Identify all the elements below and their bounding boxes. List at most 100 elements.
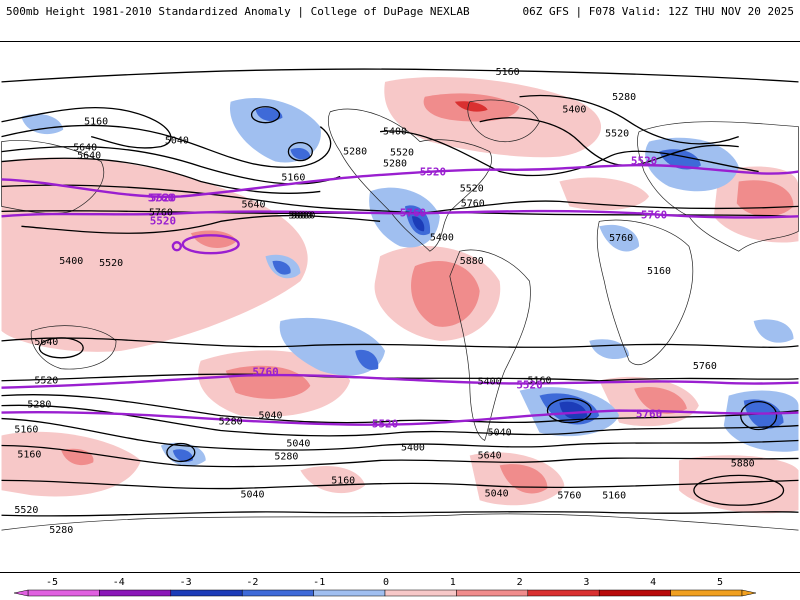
australia-outline xyxy=(30,325,117,370)
south-america-outline xyxy=(449,249,531,441)
contour-5160-north xyxy=(1,68,799,83)
contour-label: 5520 xyxy=(14,505,38,516)
asia-west-outline xyxy=(1,139,105,214)
colorbar-segment xyxy=(313,589,386,597)
contour-label: 5280 xyxy=(383,159,407,170)
purple-contour-label: 5520 xyxy=(372,418,398,431)
purple-contour-label: 5520 xyxy=(420,165,446,178)
negative-anomaly xyxy=(559,401,588,420)
colorbar-tick-label: -1 xyxy=(313,577,325,588)
contour-label: 5280 xyxy=(219,417,243,428)
colorbar-segment xyxy=(99,589,172,597)
colorbar-segment xyxy=(527,589,600,597)
contour-5280-ne xyxy=(479,117,739,167)
colorbar-segment xyxy=(456,589,529,597)
colorbar-tick-label: 3 xyxy=(583,577,589,588)
negative-anomaly xyxy=(355,349,379,370)
contour-label: 5280 xyxy=(612,92,636,103)
contour-5400-nw xyxy=(1,157,321,195)
contour-label: 5640 xyxy=(34,337,58,348)
colorbar-tick-label: 1 xyxy=(450,577,456,588)
greenland-outline xyxy=(467,99,540,142)
contour-label: 5880 xyxy=(460,256,484,267)
purple-5520-south xyxy=(1,409,799,426)
contour-label: 5760 xyxy=(693,361,717,372)
negative-anomaly xyxy=(599,224,640,252)
colorbar: -5 -4 -3 -2 -1 0 1 2 3 4 5 xyxy=(13,577,757,597)
negative-anomaly xyxy=(411,216,425,232)
contour-label: 5640 xyxy=(478,450,502,461)
contour-5280-south xyxy=(1,444,799,468)
closed-low-contour xyxy=(740,400,778,431)
closed-low-contour xyxy=(546,398,592,424)
contour-5400-south xyxy=(1,417,799,451)
positive-anomaly xyxy=(559,177,650,211)
negative-anomaly xyxy=(279,317,386,376)
purple-contour-label: 5760 xyxy=(400,206,426,219)
contour-label: 5160 xyxy=(281,172,305,183)
colorbar-tick-label: 5 xyxy=(717,577,723,588)
contour-label: 5760 xyxy=(461,198,485,209)
contour-label: 5400 xyxy=(383,127,407,138)
colorbar-tick-label: -2 xyxy=(246,577,258,588)
contour-label: 5400 xyxy=(59,256,83,267)
contour-label: 5400 xyxy=(401,442,425,453)
positive-anomaly xyxy=(634,386,687,414)
contour-label: 5040 xyxy=(241,489,265,500)
model-run-info: 06Z GFS | F078 Valid: 12Z THU NOV 20 202… xyxy=(522,5,794,18)
contour-label: 5160 xyxy=(647,266,671,277)
positive-anomaly xyxy=(499,464,548,494)
negative-anomaly xyxy=(255,107,283,121)
negative-anomaly xyxy=(753,319,794,343)
positive-anomaly xyxy=(678,455,799,514)
purple-contour-label: 5760 xyxy=(252,366,278,379)
contour-label: 5640 xyxy=(242,199,266,210)
positive-anomaly xyxy=(454,101,488,112)
purple-5760-south xyxy=(1,373,799,389)
contour-5040-south xyxy=(1,511,799,517)
contour-5760-south xyxy=(1,373,799,382)
contour-5880-south xyxy=(1,337,799,348)
purple-5520-north xyxy=(1,163,799,198)
colorbar-tick-label: 4 xyxy=(650,577,656,588)
contour-label: 5880 xyxy=(291,210,315,221)
purple-contour-label: 5760 xyxy=(148,191,174,204)
contour-5160-nw xyxy=(1,124,332,168)
contour-label: 5640 xyxy=(73,143,97,154)
contour-label: 5880 xyxy=(288,210,312,221)
contour-label: 5160 xyxy=(527,376,551,387)
purple-closed-small xyxy=(171,241,183,252)
positive-anomaly xyxy=(300,466,366,494)
colorbar-bar xyxy=(13,589,757,597)
north-america-outline xyxy=(327,108,492,252)
colorbar-tick-label: -3 xyxy=(180,577,192,588)
negative-anomaly xyxy=(272,260,291,275)
contour-label: 5520 xyxy=(460,183,484,194)
contour-label: 5280 xyxy=(274,451,298,462)
purple-contour-label: 5520 xyxy=(516,379,542,392)
negative-anomaly xyxy=(229,97,321,163)
coastlines xyxy=(1,99,799,531)
europe-asia-outline xyxy=(637,121,799,252)
colorbar-segment xyxy=(170,589,243,597)
contour-label: 5160 xyxy=(17,449,41,460)
contour-label: 5160 xyxy=(331,475,355,486)
positive-anomaly xyxy=(1,157,308,352)
contour-label: 5280 xyxy=(27,400,51,411)
contour-label: 5280 xyxy=(49,525,73,536)
contour-label: 5040 xyxy=(485,488,509,499)
contour-label: 5760 xyxy=(149,207,173,218)
map-title: 500mb Height 1981-2010 Standardized Anom… xyxy=(6,5,470,18)
contour-5640-south xyxy=(1,394,799,424)
contour-label: 5760 xyxy=(609,233,633,244)
contour-label: 5520 xyxy=(390,148,414,159)
contour-label: 5040 xyxy=(258,411,282,422)
contour-label: 5520 xyxy=(605,129,629,140)
colorbar-ticks: -5 -4 -3 -2 -1 0 1 2 3 4 5 xyxy=(46,577,723,588)
closed-high-contour xyxy=(38,337,84,359)
contour-label: 5040 xyxy=(488,428,512,439)
contour-5520-south xyxy=(1,404,799,437)
contour-label: 5400 xyxy=(478,377,502,388)
